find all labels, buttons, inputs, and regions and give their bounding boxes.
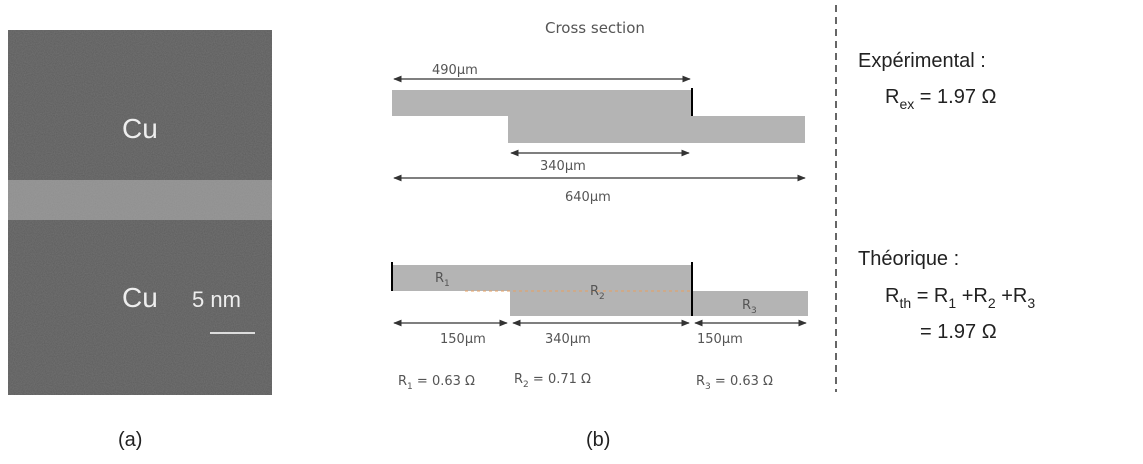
segment-resistance: R2 = 0.71 Ω [514,372,591,390]
tem-image: Cu Cu 5 nm [8,30,272,395]
material-label: Cu [122,113,158,144]
scale-label: 5 nm [192,287,241,312]
formula: Rex = 1.97 Ω [885,86,997,112]
segment-length: 340µm [545,332,591,347]
dimension: 490µm [432,63,478,78]
segment-length: 150µm [697,332,743,347]
figure: Cu Cu 5 nm (a) Cross section 490µm 340µm… [0,0,1143,464]
dimension: 340µm [540,159,586,174]
caption: (a) [118,429,142,451]
segment-resistance: R1 = 0.63 Ω [398,374,475,392]
heading: Théorique : [858,248,959,270]
dimension: 640µm [565,190,611,205]
formula-result: = 1.97 Ω [920,321,997,343]
material-label: Cu [122,282,158,313]
heading: Expérimental : [858,50,986,72]
diagram-title: Cross section [545,19,645,37]
caption: (b) [586,429,610,451]
segment-resistance: R3 = 0.63 Ω [696,374,773,392]
formula: Rth = R1 +R2 +R3 [885,285,1035,311]
segment-length: 150µm [440,332,486,347]
cross-section [392,90,805,143]
